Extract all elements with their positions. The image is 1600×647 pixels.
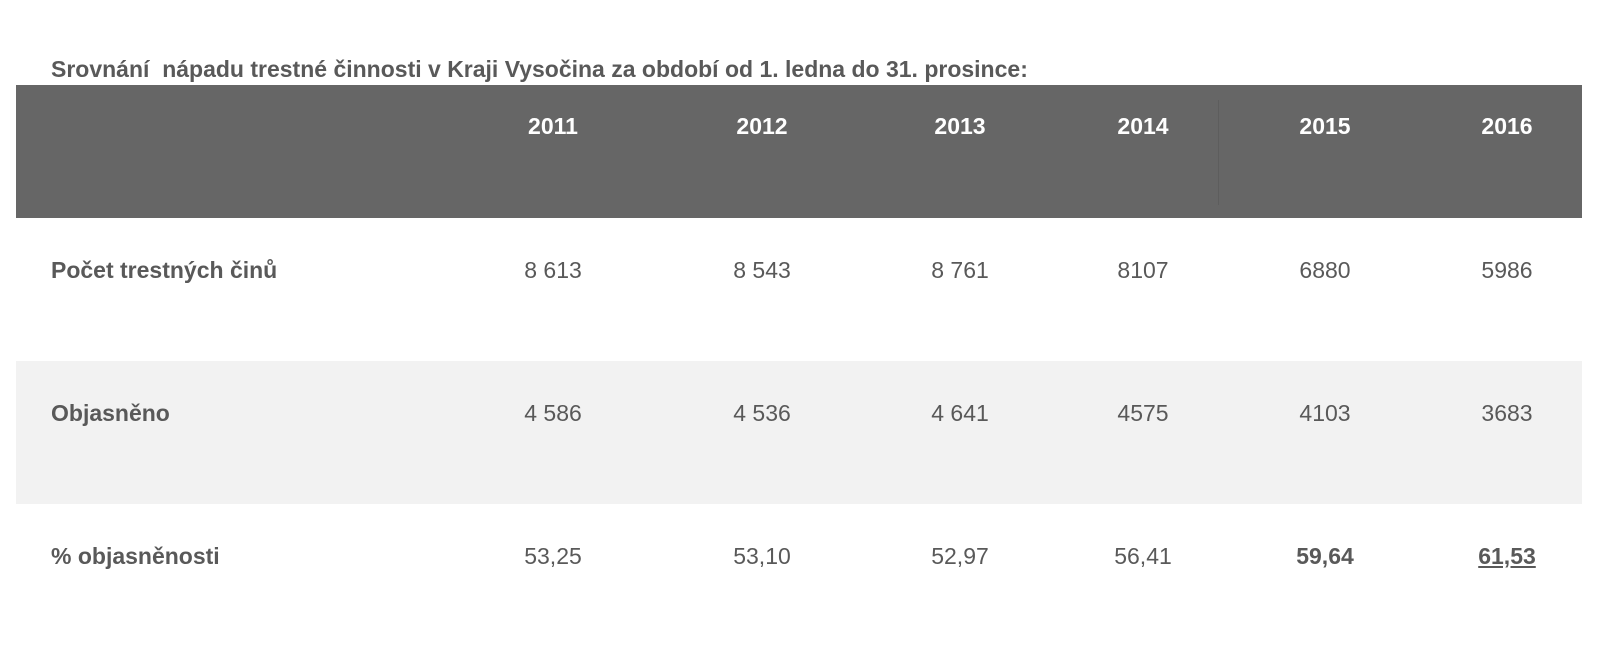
header-year: 2011 <box>528 113 578 139</box>
table-cell: 53,25 <box>524 543 582 569</box>
table-row: Objasněno 4 586 4 536 4 641 4575 4103 36… <box>16 361 1582 504</box>
table-cell: 4 641 <box>931 400 989 426</box>
table-cell: 4 586 <box>524 400 582 426</box>
table-cell: 52,97 <box>931 543 989 569</box>
table-cell: 8 761 <box>931 257 989 283</box>
table-row: Počet trestných činů 8 613 8 543 8 761 8… <box>16 218 1582 361</box>
header-year: 2014 <box>1117 113 1169 139</box>
table-cell: 56,41 <box>1114 543 1172 569</box>
header-year: 2012 <box>736 113 788 139</box>
table-cell: 8107 <box>1117 257 1169 283</box>
table-cell-highlight: 61,53 <box>1478 543 1536 569</box>
table-cell: 4 536 <box>733 400 791 426</box>
table-cell: 6880 <box>1299 257 1351 283</box>
column-divider <box>1218 100 1219 205</box>
table-cell: 8 543 <box>733 257 791 283</box>
header-year: 2016 <box>1481 113 1533 139</box>
table-cell: 53,10 <box>733 543 791 569</box>
table-header-row: 2011 2012 2013 2014 2015 2016 <box>16 85 1582 218</box>
table-cell-highlight: 59,64 <box>1296 543 1354 569</box>
row-label: Počet trestných činů <box>51 257 278 283</box>
crime-statistics-table: 2011 2012 2013 2014 2015 2016 Počet tres… <box>16 85 1582 647</box>
table-cell: 4103 <box>1299 400 1351 426</box>
header-year: 2013 <box>934 113 986 139</box>
header-year: 2015 <box>1299 113 1351 139</box>
row-label: % objasněnosti <box>51 543 220 569</box>
table-cell: 5986 <box>1481 257 1533 283</box>
table-cell: 3683 <box>1481 400 1533 426</box>
row-label: Objasněno <box>51 400 170 426</box>
table-row: % objasněnosti 53,25 53,10 52,97 56,41 5… <box>16 504 1582 647</box>
table-cell: 8 613 <box>524 257 582 283</box>
table-cell: 4575 <box>1117 400 1169 426</box>
page-title: Srovnání nápadu trestné činnosti v Kraji… <box>51 56 1028 82</box>
